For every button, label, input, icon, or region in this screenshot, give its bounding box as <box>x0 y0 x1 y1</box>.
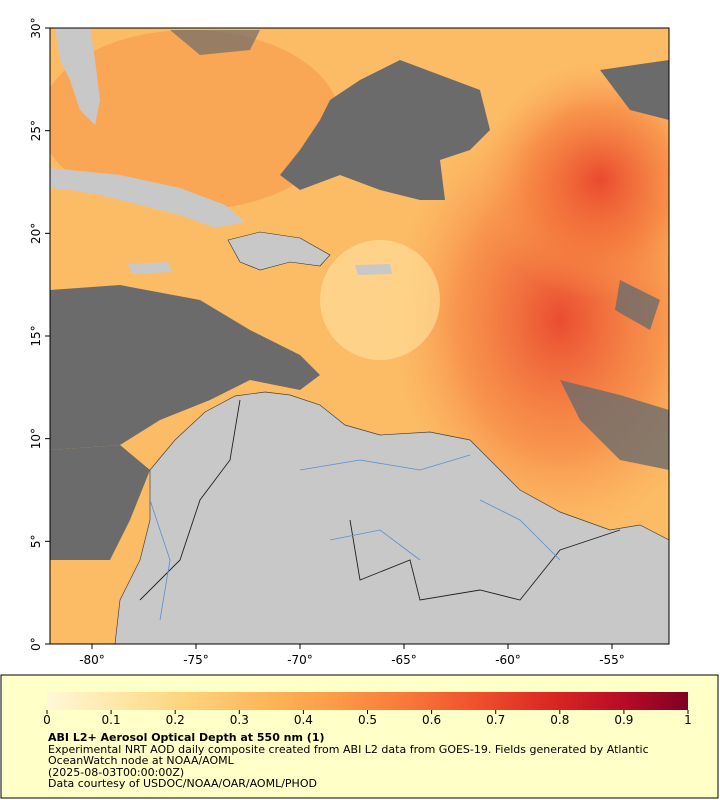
y-tick-label: 30° <box>29 17 43 38</box>
colorbar <box>47 692 688 710</box>
colorbar-tick-label: 1 <box>684 713 692 727</box>
caption: ABI L2+ Aerosol Optical Depth at 550 nm … <box>48 732 688 790</box>
land <box>227 231 331 271</box>
river <box>299 454 471 561</box>
map-area <box>50 28 669 644</box>
land <box>355 264 392 275</box>
no-data <box>50 445 150 560</box>
colorbar-tick-label: 0.3 <box>230 713 249 727</box>
x-tick-label: -75° <box>183 653 209 667</box>
colorbar-tick-label: 0.9 <box>614 713 633 727</box>
x-tick-label: -80° <box>79 653 105 667</box>
colorbar-tick-label: 0 <box>43 713 51 727</box>
caption-date: (2025-08-03T00:00:00Z) <box>48 765 185 779</box>
no-data <box>280 60 490 200</box>
colorbar-tick-label: 0.4 <box>294 713 313 727</box>
land <box>128 262 172 274</box>
y-tick-label: 5° <box>29 535 43 549</box>
no-data <box>50 285 320 450</box>
colorbar-tick-label: 0.5 <box>358 713 377 727</box>
land <box>114 391 669 644</box>
x-tick-label: -55° <box>599 653 625 667</box>
border <box>349 519 621 601</box>
y-tick-label: 25° <box>29 120 43 141</box>
y-tick-label: 10° <box>29 428 43 449</box>
colorbar-tick-label: 0.6 <box>422 713 441 727</box>
x-tick-label: -70° <box>287 653 313 667</box>
border <box>139 399 241 601</box>
colorbar-tick-label: 0.1 <box>102 713 121 727</box>
colorbar-tick-label: 0.8 <box>550 713 569 727</box>
aod-plume <box>480 60 669 300</box>
river <box>149 499 561 621</box>
y-tick-label: 0° <box>29 637 43 651</box>
no-data <box>560 380 669 470</box>
no-data <box>615 280 660 330</box>
land <box>55 28 100 125</box>
aod-field <box>320 240 440 360</box>
caption-title: ABI L2+ Aerosol Optical Depth at 550 nm … <box>48 731 325 744</box>
caption-description: Experimental NRT AOD daily composite cre… <box>48 742 649 767</box>
caption-credit: Data courtesy of USDOC/NOAA/OAR/AOML/PHO… <box>48 777 317 790</box>
land <box>50 168 245 228</box>
x-tick-label: -65° <box>391 653 417 667</box>
y-tick-label: 20° <box>29 223 43 244</box>
aod-field <box>50 30 340 210</box>
no-data <box>170 30 260 55</box>
no-data <box>600 60 669 120</box>
x-tick-label: -60° <box>495 653 521 667</box>
y-tick-label: 15° <box>29 325 43 346</box>
colorbar-tick-label: 0.2 <box>166 713 185 727</box>
colorbar-tick-label: 0.7 <box>486 713 505 727</box>
